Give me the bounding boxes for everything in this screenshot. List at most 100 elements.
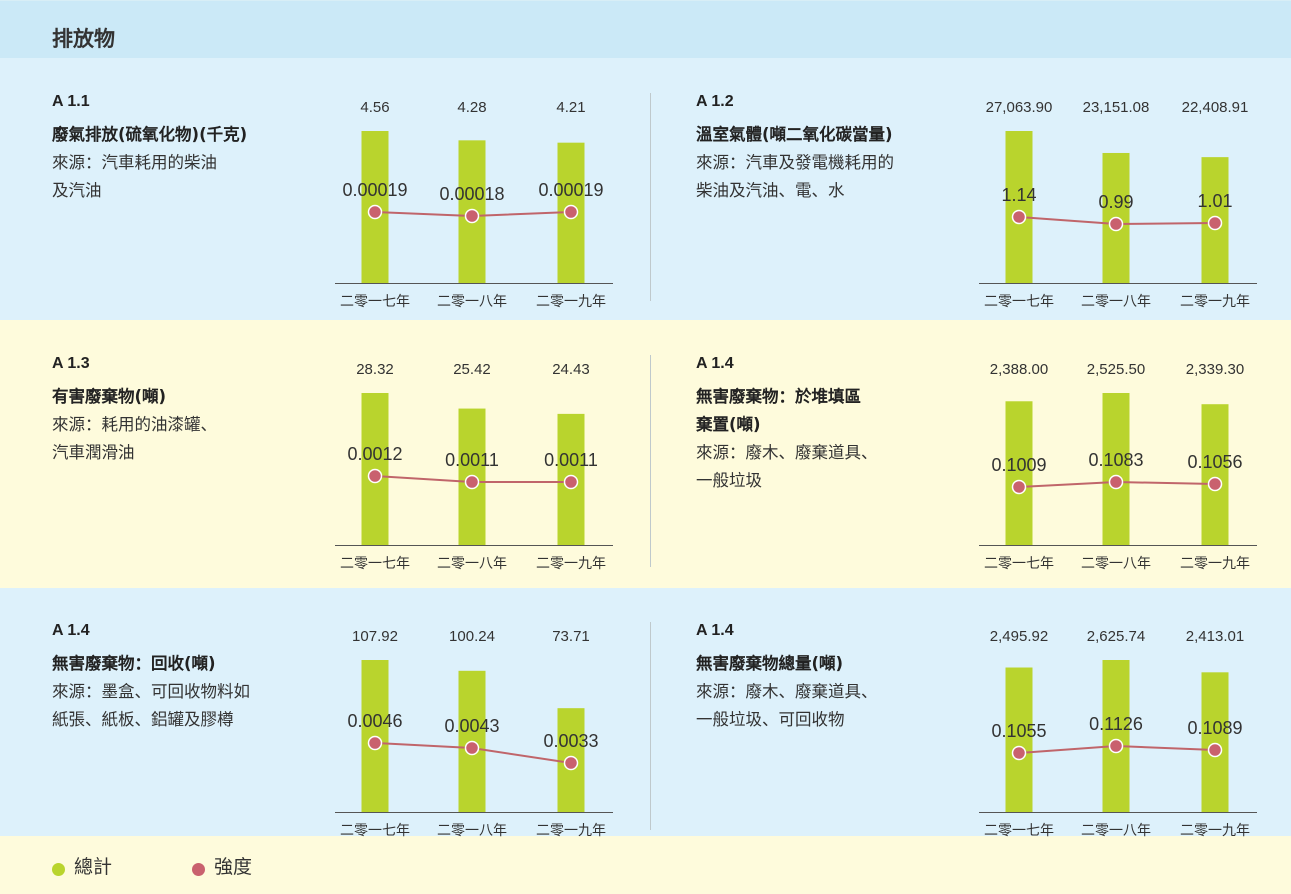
legend-total-dot: [52, 863, 65, 876]
total-bar: [1201, 672, 1229, 812]
metric-source: 來源：廢木、廢棄道具、: [696, 682, 878, 701]
category-label: 二零一九年: [1180, 556, 1250, 572]
total-value-label: 2,525.50: [1087, 361, 1145, 378]
intensity-value-label: 0.0012: [347, 444, 402, 464]
intensity-point: [1207, 742, 1223, 758]
band-row-1: [0, 58, 1291, 320]
legend-intensity-dot: [192, 863, 205, 876]
total-bar: [1005, 401, 1033, 545]
total-bar: [1005, 131, 1033, 283]
metric-code: A 1.3: [52, 355, 90, 372]
bar-line-chart: 2,388.00 2,525.50 2,339.30 0.1009 0.1083 0.10…: [979, 361, 1257, 572]
intensity-value-label: 0.00019: [538, 180, 603, 200]
bar-line-chart: 2,495.92 2,625.74 2,413.01 0.1055 0.1126 0.10…: [979, 628, 1257, 839]
metric-description: 無害廢棄物：於堆填區 棄置(噸) 來源：廢木、廢棄道具、 一般垃圾: [696, 383, 936, 495]
band-row-3: [0, 588, 1291, 836]
metric-source: 汽車潤滑油: [52, 443, 135, 462]
intensity-value-label: 0.00019: [342, 180, 407, 200]
total-value-label: 100.24: [449, 628, 495, 645]
intensity-value-label: 0.0033: [543, 731, 598, 751]
category-label: 二零一九年: [1180, 823, 1250, 839]
metric-title: 無害廢棄物：於堆填區: [696, 387, 861, 406]
column-divider: [650, 355, 651, 567]
metric-source: 紙張、紙板、鋁罐及膠樽: [52, 710, 234, 729]
intensity-point: [1011, 479, 1027, 495]
intensity-point: [1108, 474, 1124, 490]
category-label: 二零一七年: [984, 823, 1054, 839]
chart-panel-a14-total: A 1.4 無害廢棄物總量(噸) 來源：廢木、廢棄道具、 一般垃圾、可回收物 2,495…: [696, 622, 1291, 852]
metric-title: 廢氣排放(硫氧化物)(千克): [52, 125, 248, 144]
metric-title: 有害廢棄物(噸): [52, 387, 167, 406]
total-value-label: 25.42: [453, 361, 491, 378]
total-bar: [1102, 393, 1130, 545]
column-divider: [650, 93, 651, 301]
intensity-point: [563, 755, 579, 771]
intensity-point: [1108, 216, 1124, 232]
metric-description: 有害廢棄物(噸) 來源：耗用的油漆罐、 汽車潤滑油: [52, 383, 292, 467]
column-divider: [650, 622, 651, 830]
chart-panel-a14-landfill: A 1.4 無害廢棄物：於堆填區 棄置(噸) 來源：廢木、廢棄道具、 一般垃圾 2,388…: [696, 355, 1291, 585]
metric-code: A 1.4: [696, 622, 734, 639]
section-header: 排放物: [0, 0, 1291, 58]
category-label: 二零一八年: [1081, 294, 1151, 310]
category-label: 二零一七年: [340, 556, 410, 572]
intensity-point: [1011, 209, 1027, 225]
total-value-label: 2,495.92: [990, 628, 1048, 645]
total-bar: [1102, 660, 1130, 812]
metric-source: 及汽油: [52, 181, 102, 200]
intensity-point: [464, 474, 480, 490]
total-value-label: 4.28: [457, 99, 486, 116]
total-value-label: 2,388.00: [990, 361, 1048, 378]
metric-source: 來源：墨盒、可回收物料如: [52, 682, 250, 701]
intensity-value-label: 0.0011: [544, 450, 598, 470]
intensity-point: [367, 735, 383, 751]
metric-description: 無害廢棄物總量(噸) 來源：廢木、廢棄道具、 一般垃圾、可回收物: [696, 650, 936, 734]
total-bar: [1201, 404, 1229, 545]
total-value-label: 22,408.91: [1182, 99, 1249, 116]
metric-code: A 1.4: [696, 355, 734, 372]
intensity-point: [563, 474, 579, 490]
category-label: 二零一九年: [536, 556, 606, 572]
metric-source: 來源：廢木、廢棄道具、: [696, 443, 878, 462]
metric-title: 無害廢棄物：回收(噸): [52, 654, 216, 673]
metric-description: 廢氣排放(硫氧化物)(千克) 來源：汽車耗用的柴油 及汽油: [52, 121, 292, 205]
intensity-point: [1011, 745, 1027, 761]
legend-intensity-label: 強度: [214, 856, 253, 878]
metric-description: 溫室氣體(噸二氧化碳當量) 來源：汽車及發電機耗用的 柴油及汽油、電、水: [696, 121, 936, 205]
metric-title: 無害廢棄物總量(噸): [696, 654, 844, 673]
chart-panel-a12: A 1.2 溫室氣體(噸二氧化碳當量) 來源：汽車及發電機耗用的 柴油及汽油、電、水 2…: [696, 93, 1291, 323]
metric-code: A 1.2: [696, 93, 734, 110]
metric-source: 一般垃圾: [696, 471, 762, 490]
intensity-value-label: 0.99: [1098, 192, 1133, 212]
total-value-label: 4.56: [360, 99, 389, 116]
intensity-point: [464, 208, 480, 224]
metric-title: 溫室氣體(噸二氧化碳當量): [696, 125, 893, 144]
metric-source: 一般垃圾、可回收物: [696, 710, 845, 729]
band-legend: [0, 836, 1291, 894]
total-value-label: 107.92: [352, 628, 398, 645]
intensity-point: [367, 204, 383, 220]
metric-source: 來源：汽車耗用的柴油: [52, 153, 217, 172]
intensity-point: [563, 204, 579, 220]
intensity-point: [464, 740, 480, 756]
intensity-point: [1108, 738, 1124, 754]
total-value-label: 28.32: [356, 361, 394, 378]
metric-source: 柴油及汽油、電、水: [696, 181, 845, 200]
category-label: 二零一七年: [984, 556, 1054, 572]
metric-title: 棄置(噸): [696, 415, 761, 434]
category-label: 二零一七年: [984, 294, 1054, 310]
intensity-value-label: 0.0011: [445, 450, 499, 470]
total-value-label: 2,413.01: [1186, 628, 1244, 645]
chart-panel-a11: A 1.1 廢氣排放(硫氧化物)(千克) 來源：汽車耗用的柴油 及汽油 4.56 4.28…: [52, 93, 652, 323]
intensity-value-label: 0.1055: [991, 721, 1046, 741]
intensity-value-label: 0.1056: [1187, 452, 1242, 472]
metric-code: A 1.4: [52, 622, 90, 639]
intensity-value-label: 1.14: [1001, 185, 1036, 205]
category-label: 二零一九年: [1180, 294, 1250, 310]
intensity-value-label: 0.0046: [347, 711, 402, 731]
intensity-value-label: 0.1009: [991, 455, 1046, 475]
category-label: 二零一八年: [437, 294, 507, 310]
total-value-label: 24.43: [552, 361, 590, 378]
bar-line-chart: 27,063.90 23,151.08 22,408.91 1.14 0.99 1.01 二…: [979, 99, 1257, 310]
intensity-value-label: 0.1126: [1089, 714, 1143, 734]
